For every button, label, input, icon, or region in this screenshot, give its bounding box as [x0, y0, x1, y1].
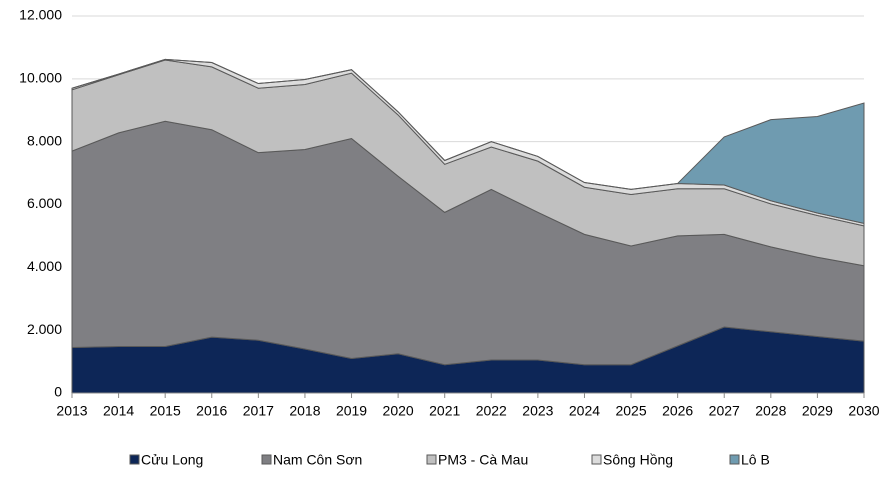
- x-tick-label: 2013: [56, 403, 87, 419]
- x-tick-label: 2022: [476, 403, 507, 419]
- x-tick-label: 2024: [569, 403, 600, 419]
- legend-label: Cửu Long: [141, 452, 203, 468]
- legend-swatch: [729, 454, 740, 465]
- x-tick-label: 2016: [196, 403, 227, 419]
- y-tick-label: 4.000: [27, 258, 62, 274]
- legend-label: Nam Côn Sơn: [273, 452, 362, 468]
- x-tick-label: 2025: [615, 403, 646, 419]
- x-tick-label: 2026: [662, 403, 693, 419]
- legend-label: Lô B: [741, 452, 770, 468]
- x-tick-label: 2014: [103, 403, 134, 419]
- x-tick-label: 2027: [709, 403, 740, 419]
- x-tick-label: 2020: [383, 403, 414, 419]
- x-tick-label: 2015: [150, 403, 181, 419]
- y-tick-label: 8.000: [27, 132, 62, 148]
- x-tick-label: 2029: [802, 403, 833, 419]
- x-tick-label: 2023: [522, 403, 553, 419]
- legend-swatch: [261, 454, 272, 465]
- area: [71, 58, 865, 224]
- y-tick-label: 2.000: [27, 321, 62, 337]
- legend-label: PM3 - Cà Mau: [438, 452, 528, 468]
- legend-swatch: [129, 454, 140, 465]
- legend-swatch: [426, 454, 437, 465]
- x-tick-label: 2030: [848, 403, 879, 419]
- x-tick-label: 2017: [243, 403, 274, 419]
- x-tick-label: 2021: [429, 403, 460, 419]
- y-tick-label: 6.000: [27, 195, 62, 211]
- y-tick-label: 12.000: [19, 7, 62, 23]
- y-tick-label: 10.000: [19, 70, 62, 86]
- legend-label: Sông Hồng: [603, 452, 673, 468]
- y-tick-label: 0: [54, 384, 62, 400]
- legend-swatch: [591, 454, 602, 465]
- x-tick-label: 2019: [336, 403, 367, 419]
- x-tick-label: 2028: [755, 403, 786, 419]
- x-tick-label: 2018: [289, 403, 320, 419]
